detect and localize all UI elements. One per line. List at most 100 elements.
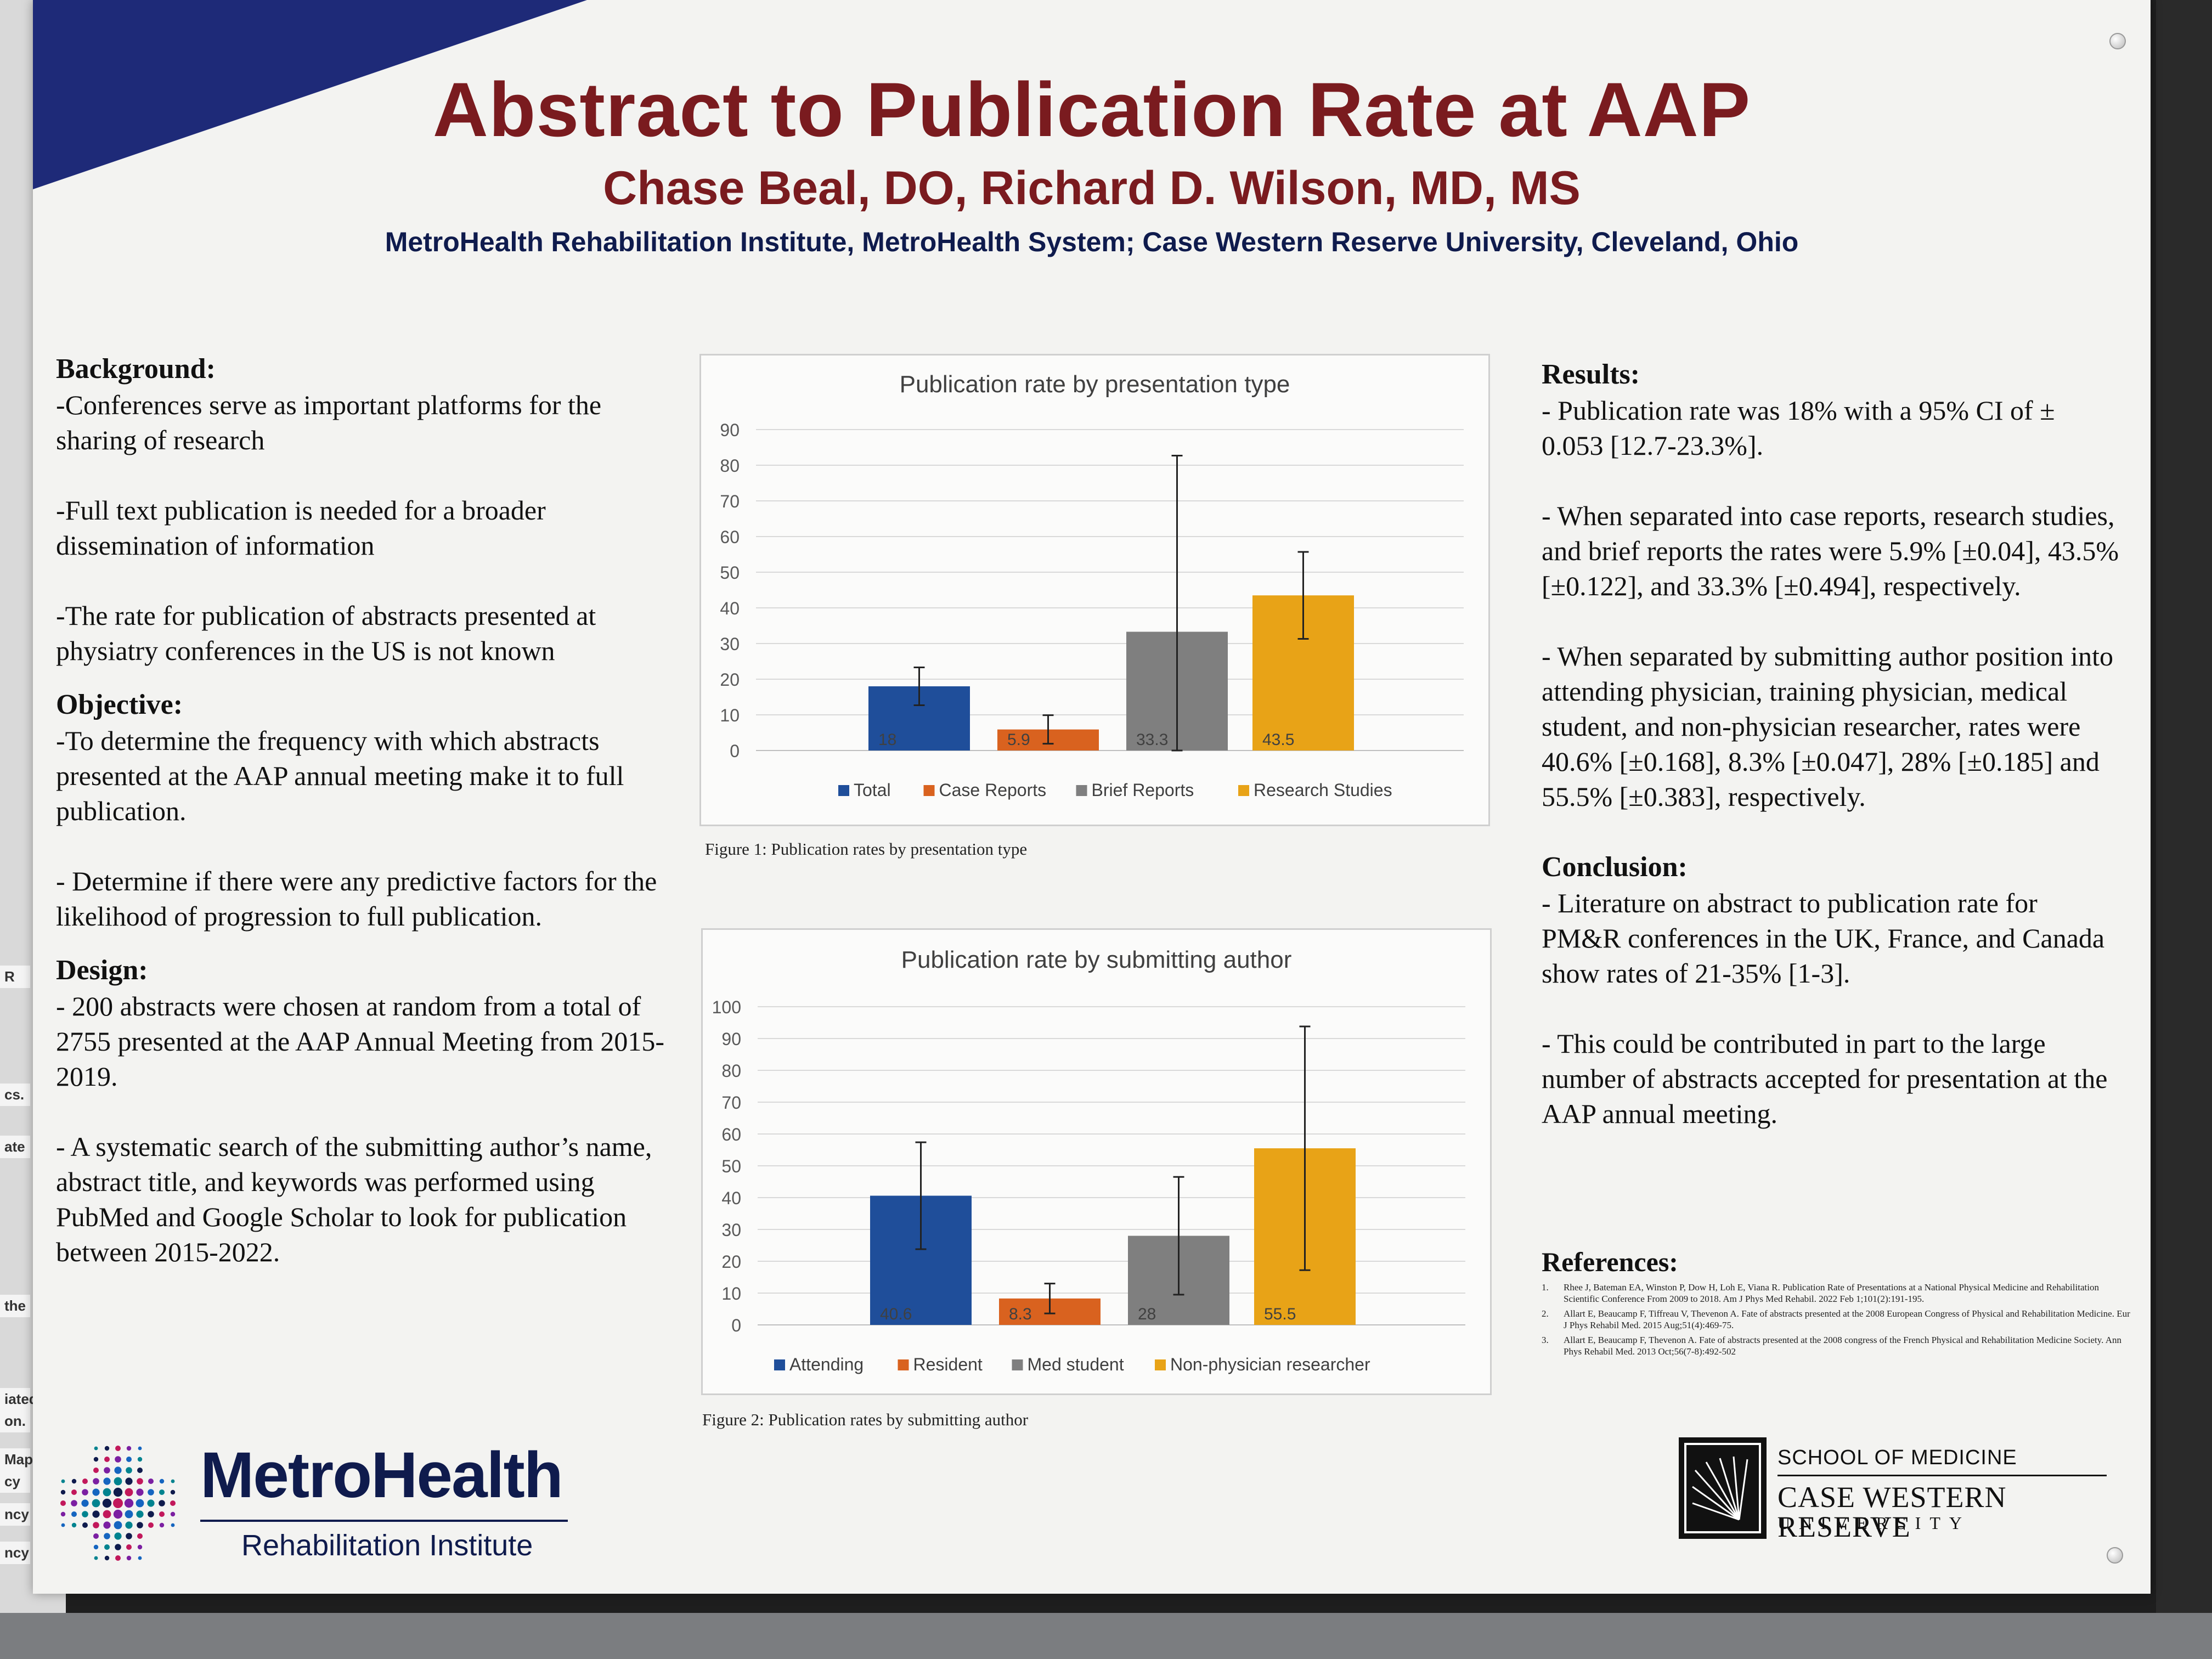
logo-dot: [93, 1468, 99, 1473]
logo-divider: [1778, 1475, 2107, 1476]
logo-dot: [61, 1479, 65, 1483]
reference-number: 2.: [1542, 1308, 1549, 1319]
logo-dot: [92, 1510, 100, 1518]
data-label: 33.3: [1136, 731, 1168, 749]
logo-dot: [125, 1521, 133, 1529]
logo-dot: [93, 1457, 99, 1462]
logo-dot: [93, 1533, 99, 1539]
y-tick-label: 30: [721, 1220, 741, 1240]
logo-dot: [114, 1532, 122, 1540]
design-point: - 200 abstracts were chosen at random fr…: [56, 991, 665, 1092]
logo-dot: [125, 1510, 133, 1519]
logo-dot: [103, 1521, 111, 1529]
logo-dot: [126, 1555, 132, 1561]
chart-plot: 0 10 20 30 40 50 60 70 80 90 100 40.6 8.3 28 55.5 Atten…: [712, 997, 1465, 1374]
logo-dot: [104, 1446, 110, 1451]
y-tick-label: 10: [721, 1284, 741, 1304]
logo-dot: [60, 1511, 66, 1517]
conclusion-point: - Literature on abstract to publication …: [1542, 888, 2105, 989]
wall-bottom: [0, 1613, 2212, 1659]
logo-dot: [60, 1500, 66, 1506]
logo-dot: [92, 1488, 100, 1496]
wall-right: [2156, 0, 2212, 1659]
logo-dot: [71, 1479, 77, 1484]
legend-label: Attending: [789, 1355, 864, 1374]
logo-dot: [113, 1498, 123, 1508]
logo-dot: [126, 1446, 132, 1451]
logo-dot: [136, 1488, 144, 1496]
chart-title: Publication rate by presentation type: [899, 371, 1290, 398]
title-block: Abstract to Publication Rate at AAP Chas…: [33, 71, 2151, 257]
neighbor-fragment: cy: [0, 1470, 30, 1493]
data-label: 5.9: [1007, 731, 1030, 749]
y-tick-label: 60: [721, 1125, 741, 1144]
logo-dot: [171, 1479, 175, 1483]
y-tick-label: 0: [731, 1316, 741, 1335]
legend-swatch: [774, 1359, 785, 1370]
results-heading: Results:: [1542, 359, 1640, 390]
data-label: 43.5: [1262, 731, 1294, 749]
logo-dot: [94, 1446, 98, 1451]
references: References: 1. Rhee J, Bateman EA, Winst…: [1542, 1245, 2134, 1357]
neighbor-fragment: iated: [0, 1388, 38, 1410]
corner-banner: [33, 0, 587, 189]
y-tick-label: 50: [720, 563, 740, 583]
pushpin: [2107, 1547, 2123, 1564]
figure-caption: Figure 1: Publication rates by presentat…: [705, 839, 1028, 859]
logo-dot: [71, 1522, 77, 1528]
legend-swatch: [1076, 785, 1087, 796]
logo-dot: [115, 1456, 121, 1463]
data-label: 55.5: [1264, 1305, 1296, 1323]
logo-dot: [126, 1467, 132, 1474]
logo-dot: [126, 1544, 132, 1550]
logo-dot: [159, 1489, 165, 1495]
neighbor-fragment: R: [0, 966, 30, 988]
logo-dot: [125, 1488, 133, 1497]
logo-dot: [147, 1499, 155, 1507]
logo-dot: [103, 1477, 111, 1485]
background-heading: Background:: [56, 353, 216, 385]
neighbor-fragment: ncy: [0, 1503, 30, 1526]
neighbor-fragment: the: [0, 1295, 30, 1317]
y-tick-label: 40: [721, 1188, 741, 1208]
cwru-university: UNIVERSITY: [1778, 1513, 1971, 1533]
logo-dot: [115, 1544, 121, 1550]
logo-dot: [115, 1446, 121, 1451]
legend-label: Case Reports: [939, 780, 1047, 800]
logo-dot: [159, 1500, 165, 1506]
logo-dot: [60, 1489, 66, 1495]
logo-dot: [94, 1556, 98, 1560]
logo-dot: [71, 1500, 77, 1506]
chart-presentation-type: Publication rate by presentation type 0 1…: [699, 354, 1490, 826]
y-tick-label: 0: [730, 741, 740, 761]
neighbor-fragment: ncy: [0, 1542, 30, 1564]
logo-dot: [137, 1478, 143, 1485]
background-point: -Full text publication is needed for a b…: [56, 495, 546, 561]
neighbor-fragment: Map.: [0, 1448, 37, 1471]
logo-dot: [104, 1467, 110, 1474]
logo-dot: [137, 1522, 143, 1528]
legend-label: Total: [854, 780, 891, 800]
reference-text: Allart E, Beaucamp F, Tiffreau V, Theven…: [1564, 1308, 2130, 1330]
logo-dot: [148, 1522, 154, 1528]
results-point: - Publication rate was 18% with a 95% CI…: [1542, 395, 2055, 461]
y-tick-label: 100: [712, 997, 741, 1017]
data-label: 28: [1138, 1305, 1156, 1323]
neighbor-fragment: ate: [0, 1136, 30, 1158]
y-tick-label: 20: [721, 1252, 741, 1272]
left-column: Background: -Conferences serve as import…: [56, 351, 681, 1269]
logo-dot: [103, 1488, 111, 1497]
design-point: - A systematic search of the submitting …: [56, 1131, 652, 1267]
logo-dot: [71, 1489, 77, 1495]
objective-point: - Determine if there were any predictive…: [56, 866, 657, 932]
logo-dot: [82, 1511, 88, 1517]
y-tick-label: 80: [721, 1061, 741, 1081]
y-tick-label: 30: [720, 634, 740, 654]
logo-dot: [136, 1499, 144, 1508]
logo-dot: [92, 1499, 100, 1508]
logo-dot: [148, 1489, 154, 1496]
reference-item: 2. Allart E, Beaucamp F, Tiffreau V, The…: [1542, 1308, 2134, 1331]
logo-dot: [126, 1457, 132, 1462]
y-tick-label: 70: [721, 1093, 741, 1113]
poster-affiliation: MetroHealth Rehabilitation Institute, Me…: [385, 227, 1799, 257]
